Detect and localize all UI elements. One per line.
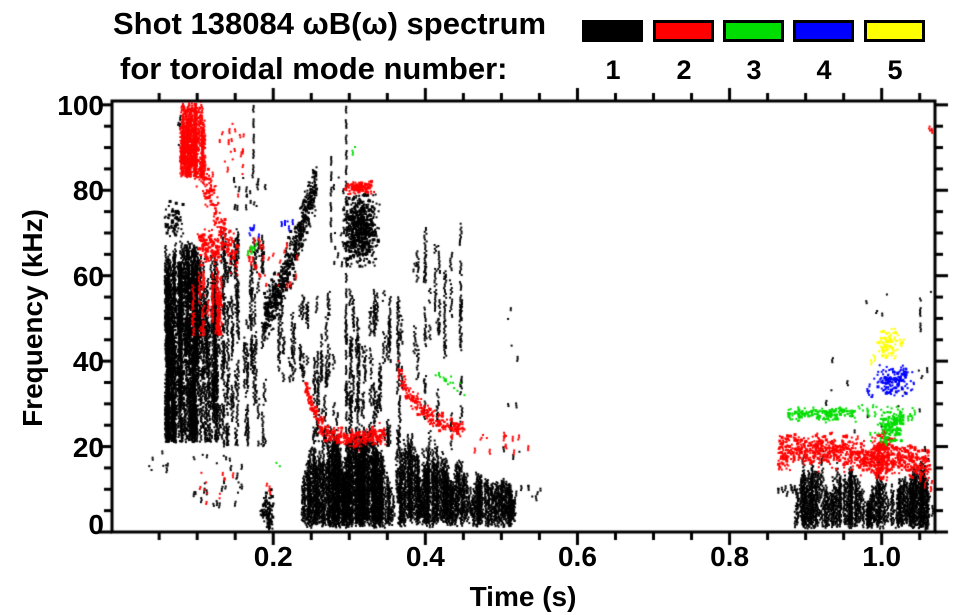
x-tick-label-0.6: 0.6 [557,541,597,572]
x-tick-label-0.8: 0.8 [710,541,750,572]
legend-swatch-mode-3 [723,20,784,42]
legend-label-mode-1: 1 [605,55,621,85]
y-tick-label-20: 20 [72,431,104,463]
legend-label-mode-2: 2 [676,55,692,85]
legend-label-mode-3: 3 [746,55,762,85]
legend-swatch-mode-5 [864,20,925,42]
legend-swatch-mode-1 [582,20,643,42]
chart-title-line2: for toroidal mode number: [120,51,508,86]
x-tick-label-0.4: 0.4 [405,541,445,572]
x-axis-title: Time (s) [469,581,577,612]
y-tick-label-60: 60 [72,260,104,292]
chart-title-line1: Shot 138084 ωB(ω) spectrum [113,6,547,41]
y-tick-label-0: 0 [88,509,104,540]
y-tick-label-100: 100 [57,89,104,121]
y-tick-label-40: 40 [72,346,104,378]
legend-label-mode-4: 4 [816,55,832,85]
legend-label-mode-5: 5 [887,55,903,85]
y-tick-label-80: 80 [72,175,104,207]
legend-swatch-mode-2 [653,20,714,42]
x-tick-label-1.0: 1.0 [862,541,902,572]
legend-swatch-mode-4 [793,20,854,42]
x-tick-label-0.2: 0.2 [253,541,293,572]
y-axis-title: Frequency (kHz) [17,209,48,427]
